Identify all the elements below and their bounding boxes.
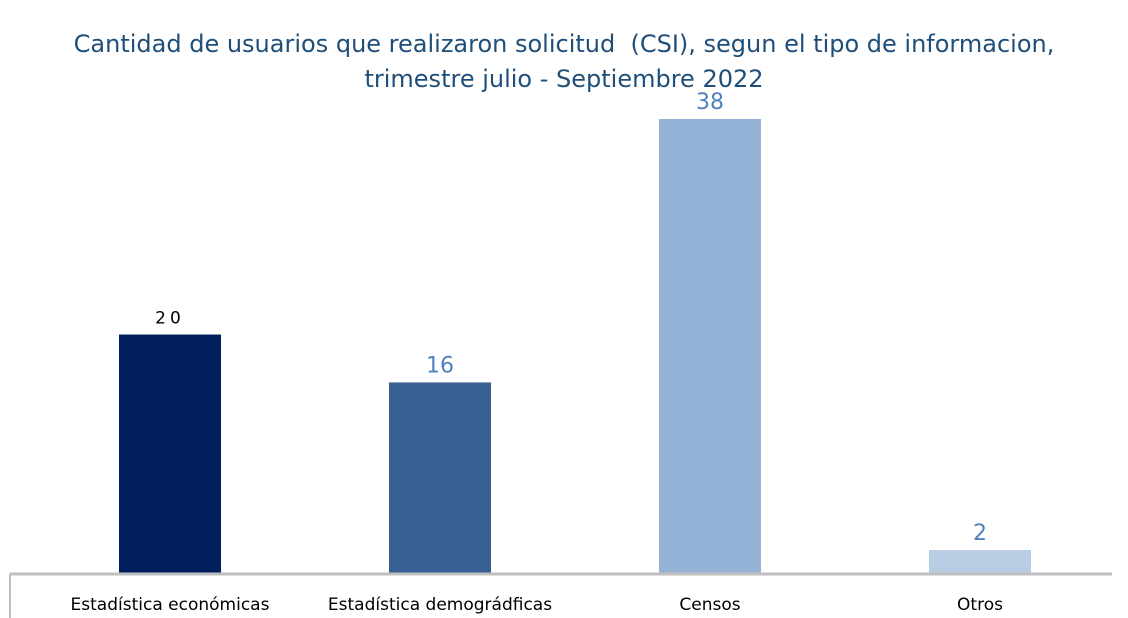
x-tick-label: Otros [957, 595, 1003, 615]
data-label: 2 [973, 521, 987, 546]
x-tick-label: Estadística demográdficas [328, 595, 552, 615]
bar [389, 382, 491, 574]
bar [659, 119, 761, 574]
chart-title: trimestre julio - Septiembre 2022 [364, 65, 763, 93]
data-label: 38 [696, 90, 724, 115]
x-tick-label: Estadística económicas [71, 595, 270, 615]
chart-title: Cantidad de usuarios que realizaron soli… [74, 30, 1055, 58]
bar [119, 334, 221, 574]
x-tick-label: Censos [679, 595, 740, 615]
data-label: 20 [155, 309, 185, 329]
bar [929, 550, 1031, 574]
data-label: 16 [426, 353, 454, 378]
